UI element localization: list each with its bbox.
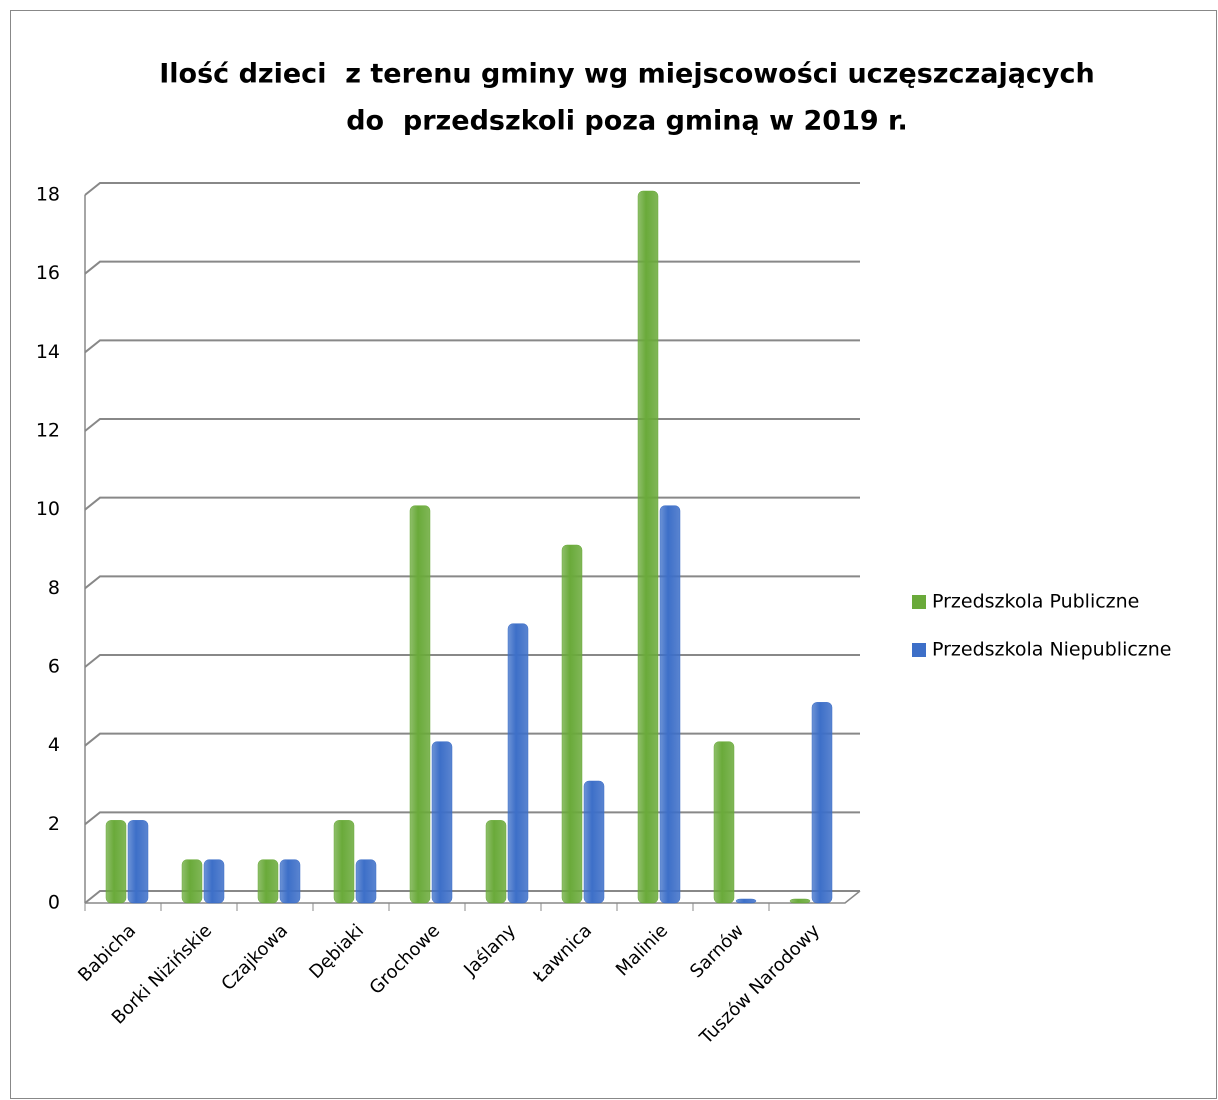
bar — [105, 820, 127, 904]
grid-line — [84, 418, 860, 432]
chart-frame — [10, 10, 1217, 1099]
y-tick-label: 16 — [36, 262, 60, 284]
bar — [409, 505, 431, 904]
bar — [811, 702, 833, 904]
bar — [583, 780, 605, 904]
grid-line — [84, 182, 860, 196]
bar — [713, 741, 735, 904]
bar — [507, 623, 529, 904]
grid-line — [84, 890, 860, 904]
bar — [257, 859, 279, 904]
grid-line — [84, 496, 860, 511]
y-tick-label: 14 — [36, 341, 60, 363]
bar — [333, 820, 355, 904]
y-tick-label: 4 — [48, 734, 60, 756]
y-tick-label: 2 — [48, 813, 60, 835]
bar — [355, 859, 377, 904]
bar — [637, 190, 659, 904]
y-tick-label: 18 — [36, 184, 60, 206]
bar — [431, 741, 453, 904]
bar — [735, 898, 757, 904]
bar — [789, 898, 811, 904]
legend-swatch — [912, 643, 926, 657]
bar — [279, 859, 301, 904]
legend-swatch — [912, 595, 926, 609]
y-tick-label: 6 — [48, 656, 60, 678]
grid-line — [84, 732, 860, 747]
y-tick-label: 12 — [36, 420, 60, 442]
bar — [659, 505, 681, 904]
chart-title: Ilość dzieci z terenu gminy wg miejscowo… — [159, 59, 1095, 90]
grid-line — [84, 575, 860, 590]
legend-label: Przedszkola Publiczne — [932, 591, 1139, 613]
bar — [203, 859, 225, 904]
y-tick-label: 8 — [48, 577, 60, 599]
bar — [181, 859, 203, 904]
grid-line — [84, 339, 860, 354]
grid-line — [84, 260, 860, 275]
bar — [561, 544, 583, 904]
grid-line — [84, 654, 860, 668]
legend-label: Przedszkola Niepubliczne — [932, 639, 1172, 661]
chart-title: do przedszkoli poza gminą w 2019 r. — [346, 106, 908, 137]
y-tick-label: 0 — [48, 892, 60, 914]
grid-line — [84, 811, 860, 826]
bar — [485, 820, 507, 904]
bar — [127, 820, 149, 904]
y-tick-label: 10 — [36, 498, 60, 520]
